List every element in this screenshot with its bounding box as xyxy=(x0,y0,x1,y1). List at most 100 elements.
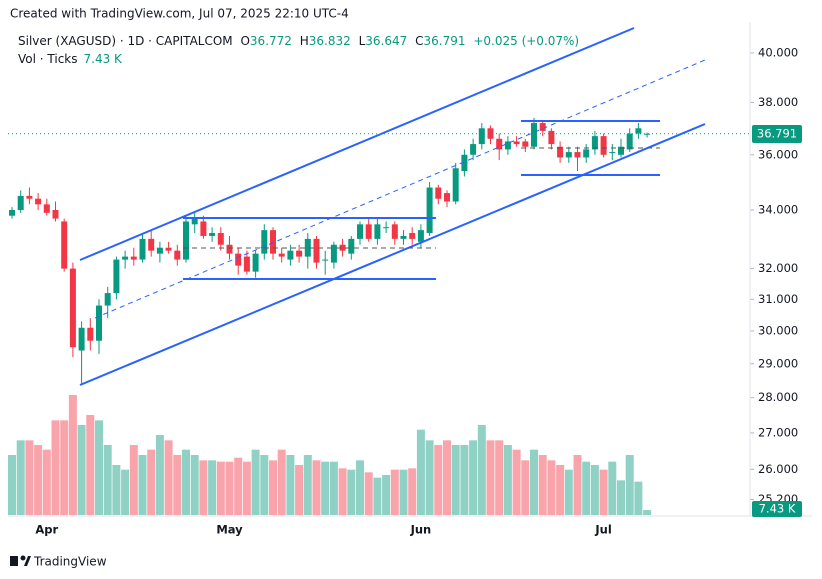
candle-body xyxy=(78,327,85,351)
volume-bar xyxy=(503,445,512,515)
y-tick-label: 36.000 xyxy=(758,147,798,161)
candle-body xyxy=(513,141,520,145)
volume-bar xyxy=(60,420,69,515)
candle-body xyxy=(122,256,129,260)
candle-body xyxy=(444,193,450,202)
x-tick-label: Jul xyxy=(594,523,611,537)
volume-bar xyxy=(443,440,451,515)
volume-bar xyxy=(199,460,208,515)
candle-body xyxy=(339,244,346,251)
candle-body xyxy=(113,259,120,294)
volume-bar xyxy=(234,457,243,515)
candle-body xyxy=(531,123,537,147)
volume-bar xyxy=(590,465,599,515)
volume-bar xyxy=(208,460,217,515)
candle-body xyxy=(296,250,303,257)
volume-bar xyxy=(408,468,417,515)
drawings xyxy=(79,27,706,386)
y-tick-label: 28.000 xyxy=(758,390,798,404)
volume-bar xyxy=(190,455,199,515)
ohlc-value: 36.772 xyxy=(250,34,292,48)
volume-bar xyxy=(16,440,25,515)
volume-bar xyxy=(182,449,190,515)
volume-bar xyxy=(321,461,330,515)
volume-bar xyxy=(269,460,277,515)
candle-body xyxy=(539,123,546,131)
candle-body xyxy=(278,253,285,257)
volume-bar xyxy=(373,477,382,515)
ohlc-key: L xyxy=(359,34,366,48)
candle-body xyxy=(496,138,503,150)
volume-bar xyxy=(251,449,260,515)
candle-body xyxy=(452,168,459,202)
y-tick-label: 38.000 xyxy=(758,95,798,109)
volume-bar xyxy=(469,440,478,515)
volume-value: 7.43 K xyxy=(84,52,124,66)
candle-body xyxy=(235,253,242,266)
volume-bar xyxy=(512,449,521,515)
candle-body xyxy=(574,152,581,158)
candle-body xyxy=(96,305,102,341)
candle-body xyxy=(243,256,250,272)
candles xyxy=(9,117,651,384)
volume-bar xyxy=(103,445,112,515)
volume-bar xyxy=(112,465,121,515)
volume-bar xyxy=(286,455,295,515)
volume-bar xyxy=(643,510,652,515)
y-tick-label: 26.000 xyxy=(758,462,798,476)
candle-body xyxy=(591,136,598,150)
candle-body xyxy=(217,233,224,245)
ohlc-value: 36.647 xyxy=(365,34,407,48)
candle-body xyxy=(348,238,355,254)
candle-body xyxy=(400,235,407,239)
volume-bar xyxy=(155,435,164,515)
candle-body xyxy=(104,293,111,306)
candle-body xyxy=(557,146,564,158)
candle-body xyxy=(43,204,50,213)
volume-bar xyxy=(77,425,86,515)
candle-body xyxy=(417,230,424,242)
candle-body xyxy=(635,128,642,134)
candle-body xyxy=(61,221,68,269)
logo xyxy=(10,555,31,566)
y-tick-label: 40.000 xyxy=(758,45,798,59)
candle-body xyxy=(357,224,363,239)
volume-bar xyxy=(356,460,364,515)
volume-bar xyxy=(277,449,286,515)
volume-bar xyxy=(42,449,51,515)
volume-bar xyxy=(547,460,556,515)
volume-bar xyxy=(625,455,634,515)
volume-bar xyxy=(147,449,156,515)
volume-bar xyxy=(530,449,538,515)
created-label: Created with TradingView.com, Jul 07, 20… xyxy=(10,7,349,21)
volume-bar xyxy=(138,455,147,515)
candle-body xyxy=(565,152,572,158)
candle-body xyxy=(165,247,172,251)
volume-bar xyxy=(599,469,608,515)
volume-bar xyxy=(242,461,251,515)
candle-body xyxy=(313,238,320,263)
volume-bar xyxy=(477,425,486,515)
candle-body xyxy=(183,221,189,260)
y-axis: 40.000 38.000 36.000 34.000 32.000 31.000 30.0… xyxy=(750,45,798,506)
volume-bar xyxy=(416,429,425,515)
candle-body xyxy=(69,268,76,348)
volume-bar xyxy=(216,461,225,515)
candle-body xyxy=(270,230,276,254)
candle-body xyxy=(200,221,207,236)
candle-body xyxy=(644,133,651,135)
volume-bar xyxy=(434,445,443,515)
y-tick-label: 32.000 xyxy=(758,261,798,275)
candle-body xyxy=(226,244,233,254)
volume-tag-label: 7.43 K xyxy=(759,502,796,516)
volume-bar xyxy=(225,461,234,515)
price-tag-label: 36.791 xyxy=(757,127,797,141)
volume-bar xyxy=(564,469,573,515)
candle-body xyxy=(522,141,529,147)
candle-body xyxy=(156,247,163,254)
candle-body xyxy=(461,154,468,172)
volume-bar xyxy=(608,461,617,515)
channel-mid xyxy=(94,59,706,319)
candle-body xyxy=(261,230,268,254)
